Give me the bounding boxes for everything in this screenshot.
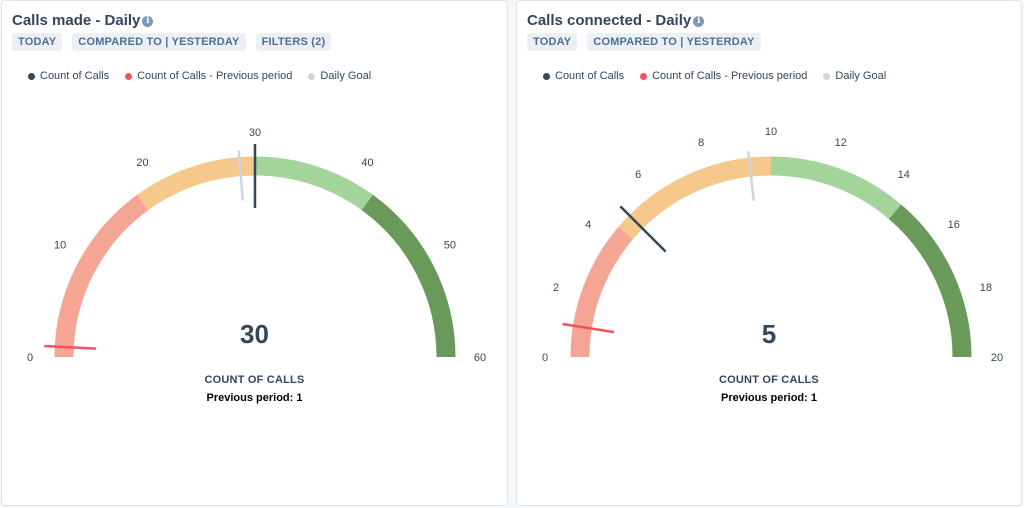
gauge-chart: 0 10 20 30 40 50 60 [27, 127, 486, 364]
legend-item-previous-period[interactable]: Count of Calls - Previous period [640, 70, 807, 82]
gauge-value: 5 [761, 319, 777, 349]
info-icon[interactable]: i [693, 15, 705, 27]
previous-period-text: Previous period: 1 [206, 392, 303, 404]
count-of-calls-marker [619, 205, 667, 253]
tick-label: 10 [54, 240, 66, 252]
tag-compared-to[interactable]: COMPARED TO | YESTERDAY [587, 33, 761, 51]
legend-dot-icon [640, 72, 648, 80]
legend-label: Count of Calls [555, 70, 625, 82]
tick-label: 2 [553, 282, 559, 294]
tag-compared-to[interactable]: COMPARED TO | YESTERDAY [72, 33, 246, 51]
legend-label: Count of Calls [40, 70, 110, 82]
metric-label: COUNT OF CALLS [204, 374, 305, 386]
legend-item-daily-goal[interactable]: Daily Goal [823, 70, 886, 82]
gauge-band-0 [570, 226, 634, 358]
daily-goal-marker [747, 151, 756, 202]
filter-tags: TODAY COMPARED TO | YESTERDAY FILTERS (2… [12, 33, 332, 51]
tick-label: 10 [765, 126, 777, 138]
legend: Count of Calls Count of Calls - Previous… [543, 70, 886, 82]
legend-dot-icon [543, 72, 550, 80]
legend-label: Count of Calls - Previous period [652, 70, 808, 82]
gauge-chart: 0 2 4 6 8 10 12 14 16 18 20 [542, 126, 1003, 364]
tick-label: 14 [898, 169, 910, 181]
legend-item-count-of-calls[interactable]: Count of Calls [543, 70, 624, 82]
legend-item-count-of-calls[interactable]: Count of Calls [28, 70, 109, 82]
card-title-text: Calls connected - Daily [527, 12, 692, 29]
filter-tags: TODAY COMPARED TO | YESTERDAY [527, 33, 761, 51]
tick-label: 50 [444, 240, 456, 252]
tag-filters[interactable]: FILTERS (2) [255, 33, 332, 51]
legend-item-daily-goal[interactable]: Daily Goal [308, 70, 371, 82]
gauge-band-3 [361, 194, 456, 358]
previous-period-marker [44, 344, 97, 350]
tick-label: 4 [585, 219, 591, 231]
gauge-band-3 [888, 204, 972, 358]
previous-period-text: Previous period: 1 [721, 392, 817, 404]
legend-dot-icon [823, 72, 831, 80]
tick-label: 0 [27, 352, 33, 364]
legend-dot-icon [125, 72, 133, 80]
legend-dot-icon [308, 72, 316, 80]
gauge-band-2 [254, 156, 373, 211]
tick-label: 16 [948, 219, 960, 231]
card-title-text: Calls made - Daily [12, 12, 141, 29]
previous-period-marker [562, 322, 615, 334]
tick-label: 8 [698, 137, 704, 149]
tick-label: 20 [136, 157, 148, 169]
legend-label: Count of Calls - Previous period [137, 70, 293, 82]
tick-label: 30 [249, 127, 261, 139]
legend-label: Daily Goal [320, 70, 372, 82]
gauge-value: 30 [240, 319, 269, 349]
tick-label: 20 [991, 352, 1003, 364]
gauge-band-0 [54, 194, 149, 358]
legend-label: Daily Goal [835, 70, 887, 82]
tick-label: 18 [980, 282, 992, 294]
gauge-band-1 [618, 156, 772, 240]
info-icon[interactable]: i [142, 15, 154, 27]
calls-made-card: Calls made - Daily i TODAY COMPARED TO |… [1, 0, 508, 506]
card-title: Calls made - Daily i [12, 12, 154, 29]
calls-connected-card: Calls connected - Daily i TODAY COMPARED… [516, 0, 1022, 506]
tag-today[interactable]: TODAY [527, 33, 578, 51]
daily-goal-marker [237, 150, 244, 201]
tick-label: 60 [474, 352, 486, 364]
legend-dot-icon [28, 72, 35, 80]
tick-label: 0 [542, 352, 548, 364]
gauge-band-1 [137, 156, 256, 211]
gauge-band-2 [770, 156, 902, 220]
metric-label: COUNT OF CALLS [719, 374, 819, 386]
legend: Count of Calls Count of Calls - Previous… [28, 70, 371, 82]
legend-item-previous-period[interactable]: Count of Calls - Previous period [125, 70, 292, 82]
tag-today[interactable]: TODAY [12, 33, 63, 51]
tick-label: 40 [361, 157, 373, 169]
tick-label: 12 [835, 137, 847, 149]
tick-label: 6 [635, 169, 641, 181]
card-title: Calls connected - Daily i [527, 12, 705, 29]
